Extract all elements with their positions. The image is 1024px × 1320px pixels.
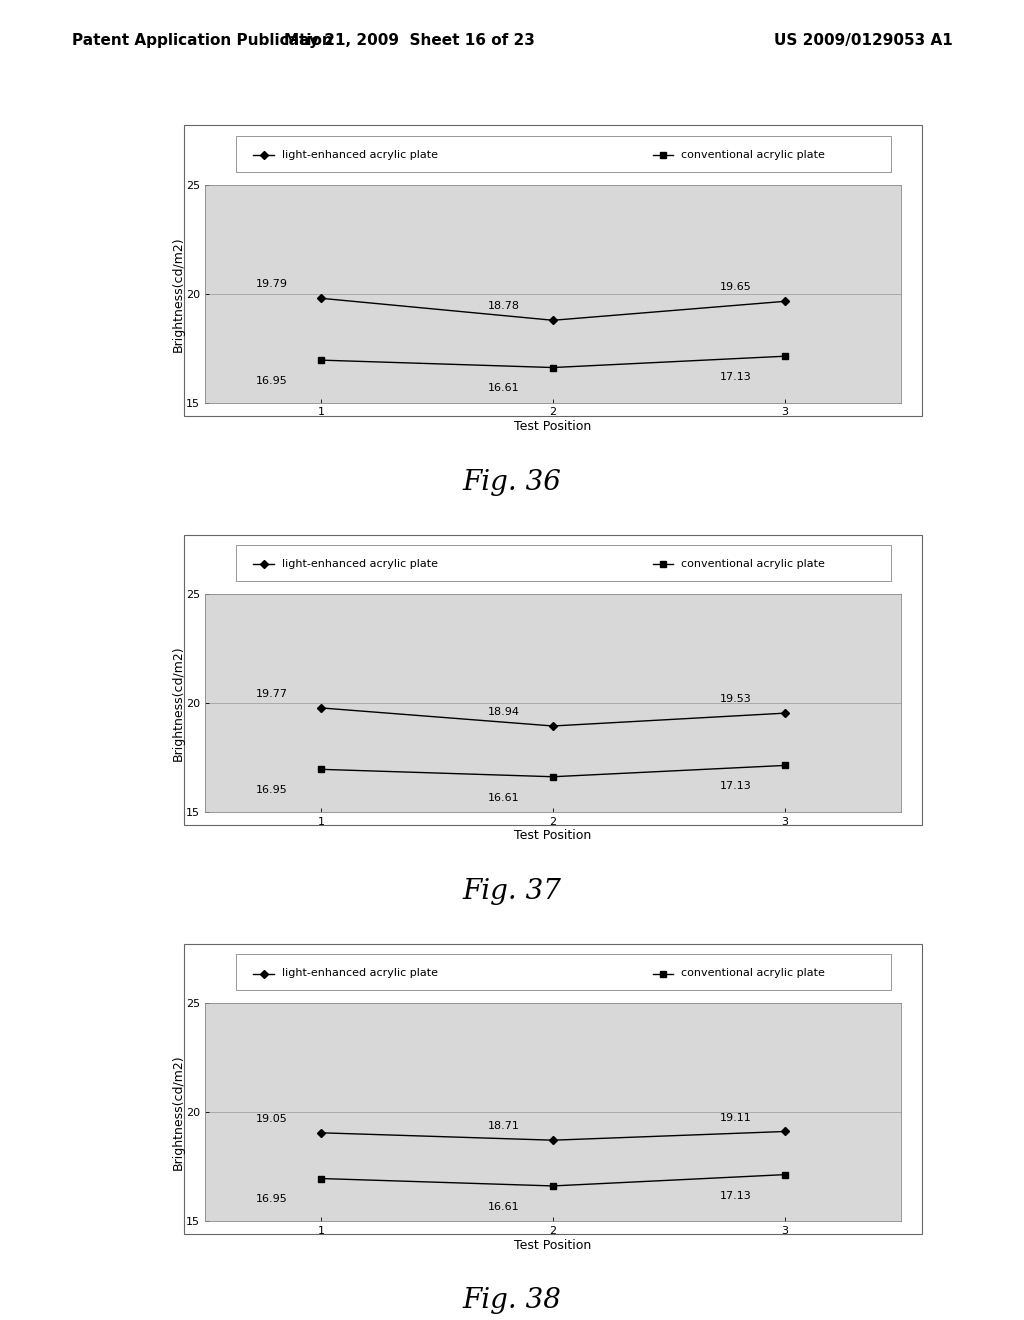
- Text: 17.13: 17.13: [720, 372, 752, 383]
- light-enhanced acrylic plate: [779, 1123, 792, 1139]
- Line: light-enhanced acrylic plate: light-enhanced acrylic plate: [318, 296, 787, 323]
- Line: conventional acrylic plate: conventional acrylic plate: [318, 354, 787, 371]
- conventional acrylic plate: [314, 352, 327, 368]
- Text: 19.77: 19.77: [256, 689, 288, 700]
- Y-axis label: Brightness(cd/m2): Brightness(cd/m2): [171, 236, 184, 351]
- Y-axis label: Brightness(cd/m2): Brightness(cd/m2): [171, 1055, 184, 1170]
- Text: 17.13: 17.13: [720, 1191, 752, 1201]
- Text: 19.65: 19.65: [720, 282, 752, 293]
- Line: light-enhanced acrylic plate: light-enhanced acrylic plate: [318, 1129, 787, 1143]
- conventional acrylic plate: [547, 768, 559, 784]
- X-axis label: Test Position: Test Position: [514, 1238, 592, 1251]
- Text: May 21, 2009  Sheet 16 of 23: May 21, 2009 Sheet 16 of 23: [285, 33, 535, 48]
- Text: 19.79: 19.79: [256, 280, 288, 289]
- light-enhanced acrylic plate: [314, 1125, 327, 1140]
- conventional acrylic plate: [547, 1177, 559, 1193]
- Text: 16.61: 16.61: [488, 384, 519, 393]
- X-axis label: Test Position: Test Position: [514, 829, 592, 842]
- Text: Patent Application Publication: Patent Application Publication: [72, 33, 333, 48]
- conventional acrylic plate: [314, 1171, 327, 1187]
- Text: 19.05: 19.05: [256, 1114, 288, 1123]
- Line: conventional acrylic plate: conventional acrylic plate: [318, 763, 787, 780]
- Text: 18.78: 18.78: [488, 301, 520, 312]
- Text: light-enhanced acrylic plate: light-enhanced acrylic plate: [282, 560, 437, 569]
- conventional acrylic plate: [547, 359, 559, 375]
- Text: 16.95: 16.95: [256, 1195, 288, 1204]
- light-enhanced acrylic plate: [314, 290, 327, 306]
- X-axis label: Test Position: Test Position: [514, 420, 592, 433]
- light-enhanced acrylic plate: [547, 313, 559, 329]
- light-enhanced acrylic plate: [547, 1133, 559, 1148]
- Text: Fig. 38: Fig. 38: [463, 1287, 561, 1313]
- Text: conventional acrylic plate: conventional acrylic plate: [681, 560, 825, 569]
- Text: 16.95: 16.95: [256, 376, 288, 385]
- Text: 17.13: 17.13: [720, 781, 752, 792]
- Line: light-enhanced acrylic plate: light-enhanced acrylic plate: [318, 705, 787, 729]
- Text: 19.11: 19.11: [720, 1113, 752, 1122]
- light-enhanced acrylic plate: [779, 705, 792, 721]
- Text: 16.61: 16.61: [488, 793, 519, 803]
- Text: Fig. 36: Fig. 36: [463, 469, 561, 495]
- Text: conventional acrylic plate: conventional acrylic plate: [681, 150, 825, 160]
- conventional acrylic plate: [779, 758, 792, 774]
- Text: light-enhanced acrylic plate: light-enhanced acrylic plate: [282, 150, 437, 160]
- conventional acrylic plate: [779, 1167, 792, 1183]
- Text: 16.61: 16.61: [488, 1203, 519, 1212]
- conventional acrylic plate: [779, 348, 792, 364]
- light-enhanced acrylic plate: [547, 718, 559, 734]
- Text: 19.53: 19.53: [720, 694, 752, 705]
- Y-axis label: Brightness(cd/m2): Brightness(cd/m2): [171, 645, 184, 760]
- light-enhanced acrylic plate: [314, 700, 327, 715]
- Text: 18.71: 18.71: [488, 1121, 520, 1131]
- Text: Fig. 37: Fig. 37: [463, 878, 561, 904]
- light-enhanced acrylic plate: [779, 293, 792, 309]
- Text: 16.95: 16.95: [256, 785, 288, 795]
- Text: conventional acrylic plate: conventional acrylic plate: [681, 969, 825, 978]
- Text: light-enhanced acrylic plate: light-enhanced acrylic plate: [282, 969, 437, 978]
- conventional acrylic plate: [314, 762, 327, 777]
- Text: 18.94: 18.94: [488, 708, 520, 717]
- Text: US 2009/0129053 A1: US 2009/0129053 A1: [773, 33, 952, 48]
- Line: conventional acrylic plate: conventional acrylic plate: [318, 1172, 787, 1189]
